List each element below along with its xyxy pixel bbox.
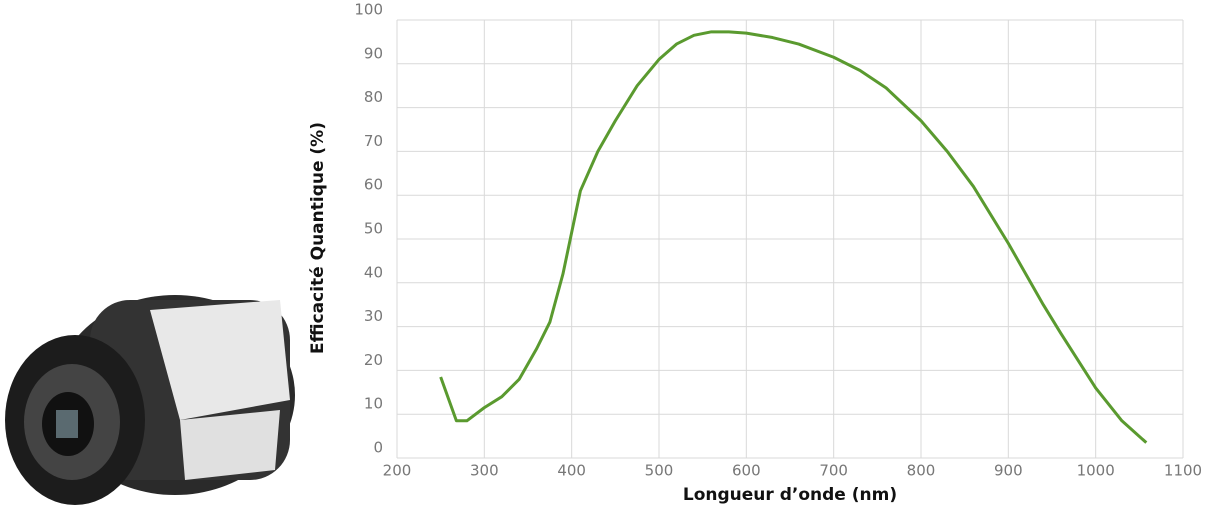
y-tick-label: 90 [364,44,383,62]
y-tick-label: 10 [364,395,383,413]
x-tick-label: 800 [907,462,936,480]
camera-photo [5,295,295,505]
x-axis-title: Longueur d’onde (nm) [683,485,897,505]
x-tick-label: 1000 [1077,462,1115,480]
x-tick-label: 900 [994,462,1023,480]
x-tick-label: 600 [732,462,761,480]
y-tick-label: 30 [364,307,383,325]
x-tick-label: 200 [383,462,412,480]
y-tick-label: 100 [354,1,383,19]
y-tick-label: 20 [364,351,383,369]
x-tick-label: 700 [819,462,848,480]
y-tick-label: 0 [373,439,383,457]
x-tick-label: 1100 [1164,462,1202,480]
line [439,30,1148,444]
y-tick-label: 40 [364,263,383,281]
y-tick-label: 80 [364,88,383,106]
x-tick-label: 400 [557,462,586,480]
x-tick-label: 500 [645,462,674,480]
x-tick-label: 300 [470,462,499,480]
y-axis-title: Efficacité Quantique (%) [308,122,328,354]
y-tick-label: 70 [364,132,383,150]
y-tick-label: 60 [364,176,383,194]
y-tick-label: 50 [364,220,383,238]
